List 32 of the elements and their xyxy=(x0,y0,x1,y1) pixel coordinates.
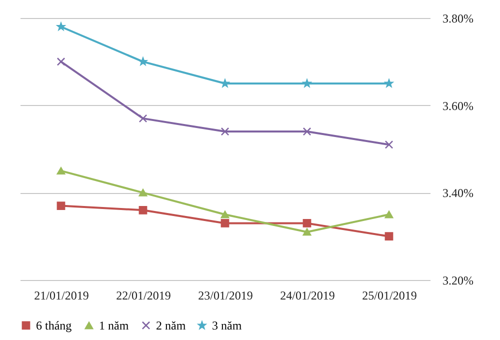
point xyxy=(220,219,230,228)
point xyxy=(138,57,148,66)
x-tick-label: 23/01/2019 xyxy=(198,288,253,302)
point xyxy=(56,202,66,210)
point xyxy=(138,188,148,196)
x-tick-label: 21/01/2019 xyxy=(34,288,89,302)
point xyxy=(302,219,312,228)
legend-label: 6 tháng xyxy=(36,318,72,332)
legend-label: 2 năm xyxy=(156,318,186,332)
y-tick-label: 3.60% xyxy=(442,98,474,113)
point xyxy=(220,210,230,218)
x-tick-label: 24/01/2019 xyxy=(280,288,335,302)
point xyxy=(302,127,312,136)
point xyxy=(384,232,394,241)
point xyxy=(384,140,394,149)
legend-label: 3 năm xyxy=(212,318,242,332)
x-tick-label: 22/01/2019 xyxy=(116,288,171,302)
point xyxy=(56,57,66,66)
y-tick-label: 3.80% xyxy=(442,12,474,26)
point xyxy=(384,79,394,88)
point xyxy=(220,127,230,136)
point xyxy=(56,167,66,175)
y-tick-label: 3.20% xyxy=(442,274,474,288)
point xyxy=(302,228,312,236)
x-tick-label: 25/01/2019 xyxy=(362,288,417,302)
point xyxy=(138,206,148,214)
point xyxy=(138,114,148,123)
y-tick-label: 3.40% xyxy=(442,186,474,200)
point xyxy=(384,210,394,218)
point xyxy=(302,79,312,88)
legend-label: 1 năm xyxy=(99,318,130,332)
point xyxy=(220,79,230,88)
